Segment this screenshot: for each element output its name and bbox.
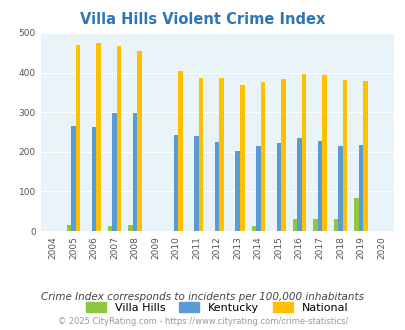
Bar (194, 136, 198, 231)
Bar (75, 45, 80, 231)
Text: Crime Index corresponds to incidents per 100,000 inhabitants: Crime Index corresponds to incidents per… (41, 292, 364, 302)
Bar (358, 145, 362, 231)
Bar (280, 79, 285, 231)
Bar (117, 46, 121, 231)
Text: Villa Hills Violent Crime Index: Villa Hills Violent Crime Index (80, 12, 325, 26)
Bar (219, 78, 224, 231)
Bar (292, 219, 296, 231)
Bar (92, 127, 96, 231)
Bar (132, 113, 137, 231)
Bar (235, 151, 239, 231)
Bar (173, 135, 178, 231)
Bar (312, 219, 317, 231)
Bar (260, 82, 264, 231)
Bar (71, 126, 75, 231)
Bar (337, 146, 342, 231)
Bar (214, 142, 219, 231)
Bar (137, 51, 141, 231)
Bar (342, 80, 346, 231)
Bar (239, 85, 244, 231)
Bar (276, 144, 280, 231)
Bar (256, 146, 260, 231)
Bar (178, 71, 183, 231)
Text: © 2025 CityRating.com - https://www.cityrating.com/crime-statistics/: © 2025 CityRating.com - https://www.city… (58, 317, 347, 326)
Bar (112, 113, 117, 231)
Legend: Villa Hills, Kentucky, National: Villa Hills, Kentucky, National (86, 302, 347, 313)
Bar (107, 226, 112, 231)
Bar (301, 74, 305, 231)
Bar (353, 198, 358, 231)
Bar (321, 75, 326, 231)
Bar (66, 225, 71, 231)
Bar (317, 141, 321, 231)
Bar (251, 226, 256, 231)
Bar (128, 225, 132, 231)
Bar (362, 81, 367, 231)
Bar (198, 78, 203, 231)
Bar (96, 43, 100, 231)
Bar (333, 219, 337, 231)
Bar (296, 138, 301, 231)
